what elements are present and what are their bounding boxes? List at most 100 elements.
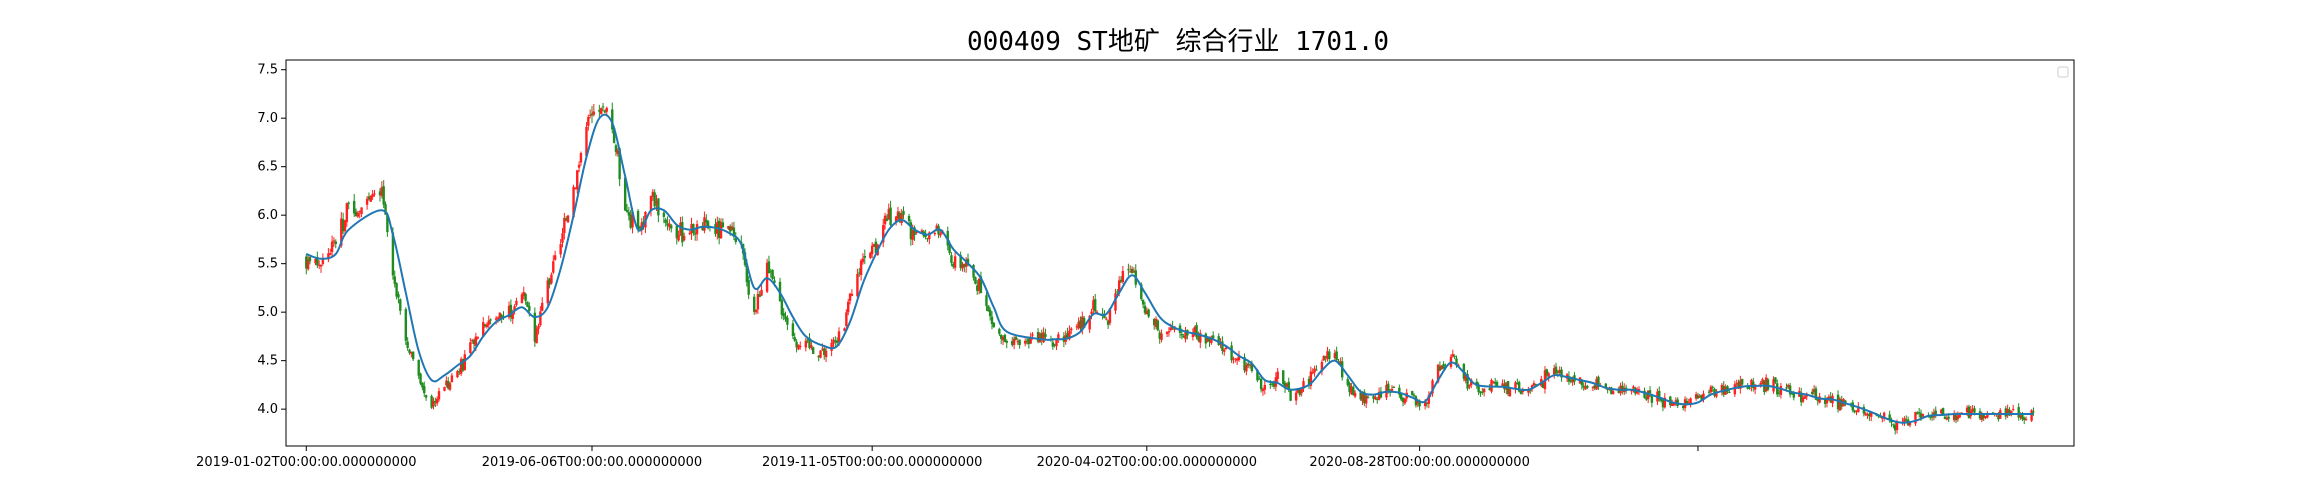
candle-body bbox=[1466, 374, 1469, 389]
candle-body bbox=[1689, 398, 1692, 404]
candle-body bbox=[907, 215, 911, 222]
candle-body bbox=[1527, 389, 1530, 393]
candle-body bbox=[1377, 392, 1381, 400]
candle-body bbox=[1352, 386, 1355, 395]
candle-body bbox=[1379, 391, 1383, 398]
candle-body bbox=[587, 117, 590, 126]
candle-body bbox=[341, 219, 345, 232]
candle-body bbox=[1217, 336, 1220, 345]
candle-body bbox=[1917, 412, 1921, 414]
candle-body bbox=[976, 285, 979, 291]
candle-body bbox=[1947, 416, 1950, 419]
candle-body bbox=[874, 241, 878, 253]
candle-body bbox=[1436, 364, 1440, 383]
candle-body bbox=[1025, 340, 1029, 342]
candle-body bbox=[1261, 389, 1265, 392]
candle-body bbox=[1211, 335, 1215, 339]
candle-body bbox=[948, 243, 951, 253]
candle-body bbox=[1276, 371, 1279, 379]
candle-body bbox=[489, 319, 492, 321]
candle-body bbox=[1130, 268, 1134, 274]
candle-body bbox=[1322, 355, 1325, 361]
candle-body bbox=[1495, 381, 1499, 387]
candle-body bbox=[321, 259, 325, 264]
candle-body bbox=[1597, 376, 1600, 388]
candle-body bbox=[552, 261, 555, 273]
candle-body bbox=[806, 339, 809, 341]
candle-body bbox=[1053, 344, 1056, 346]
candle-body bbox=[1772, 379, 1775, 392]
candle-body bbox=[883, 215, 887, 225]
candle-body bbox=[1147, 309, 1150, 317]
candle-body bbox=[1517, 382, 1521, 392]
candle-body bbox=[845, 312, 848, 327]
candle-body bbox=[496, 317, 500, 319]
candle-body bbox=[1779, 385, 1783, 395]
candle-body bbox=[977, 278, 981, 291]
candle-body bbox=[1154, 318, 1158, 328]
candle-body bbox=[566, 215, 570, 223]
candle-body bbox=[795, 341, 798, 348]
candle-body bbox=[1534, 383, 1537, 385]
candle-body bbox=[1270, 383, 1274, 385]
candle-body bbox=[1403, 398, 1407, 404]
candle-body bbox=[734, 238, 737, 242]
candle-body bbox=[319, 264, 323, 267]
candle-body bbox=[1788, 385, 1792, 395]
candle-body bbox=[1980, 414, 1984, 420]
candle-body bbox=[1934, 410, 1937, 415]
candle-body bbox=[395, 283, 398, 297]
candle-body bbox=[872, 243, 876, 247]
candle-body bbox=[1143, 305, 1147, 313]
y-tick-label: 7.0 bbox=[257, 111, 278, 126]
candle-body bbox=[537, 326, 540, 329]
candle-body bbox=[535, 328, 538, 344]
candle-body bbox=[714, 224, 717, 234]
candle-body bbox=[1696, 395, 1700, 399]
candle-body bbox=[625, 209, 629, 212]
candle-body bbox=[563, 217, 566, 234]
candle-body bbox=[539, 311, 542, 326]
candle-body bbox=[1952, 414, 1956, 421]
candle-body bbox=[1814, 388, 1818, 400]
candle-body bbox=[1335, 351, 1338, 361]
candle-body bbox=[533, 312, 537, 342]
candle-body bbox=[771, 269, 774, 279]
candle-body bbox=[1967, 406, 1971, 419]
candle-body bbox=[837, 331, 841, 343]
candle-body bbox=[485, 324, 489, 328]
candle-body bbox=[1132, 271, 1136, 273]
candle-body bbox=[1095, 311, 1099, 313]
candle-body bbox=[500, 314, 503, 318]
candle-body bbox=[1374, 397, 1377, 400]
candle-body bbox=[459, 359, 463, 374]
candle-body bbox=[1750, 379, 1753, 387]
candle-body bbox=[1248, 364, 1252, 366]
candle-body bbox=[1223, 349, 1226, 352]
candle-body bbox=[1237, 355, 1241, 361]
candle-body bbox=[1440, 365, 1443, 370]
candle-body bbox=[1508, 389, 1512, 397]
candle-body bbox=[653, 192, 656, 207]
candle-body bbox=[2021, 414, 2024, 420]
candle-body bbox=[2030, 410, 2033, 421]
candle-body bbox=[476, 336, 479, 339]
candle-body bbox=[1864, 413, 1867, 416]
candle-body bbox=[353, 200, 356, 214]
moving-average-layer bbox=[305, 113, 2034, 424]
candle-body bbox=[356, 212, 360, 217]
candle-body bbox=[605, 107, 608, 112]
candle-body bbox=[1610, 387, 1613, 394]
candle-body bbox=[640, 222, 643, 231]
moving-average-line bbox=[305, 113, 2034, 424]
candle-body bbox=[1121, 271, 1125, 283]
candle-body bbox=[1700, 394, 1703, 400]
candle-body bbox=[2011, 408, 2015, 410]
candle-body bbox=[1221, 341, 1224, 351]
candle-body bbox=[1764, 377, 1768, 392]
candle-body bbox=[1823, 398, 1827, 404]
candle-body bbox=[631, 212, 634, 228]
candle-body bbox=[1916, 412, 1919, 415]
candle-body bbox=[1617, 389, 1620, 393]
candle-body bbox=[576, 170, 579, 190]
